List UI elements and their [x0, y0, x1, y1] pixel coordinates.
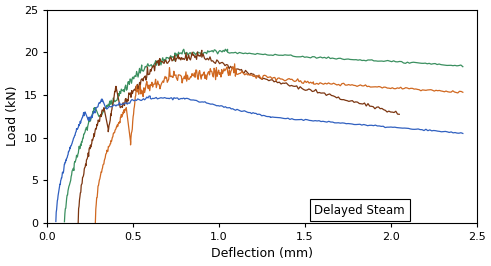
- Text: Delayed Steam: Delayed Steam: [315, 203, 405, 217]
- X-axis label: Deflection (mm): Deflection (mm): [211, 247, 313, 260]
- Y-axis label: Load (kN): Load (kN): [5, 86, 19, 147]
